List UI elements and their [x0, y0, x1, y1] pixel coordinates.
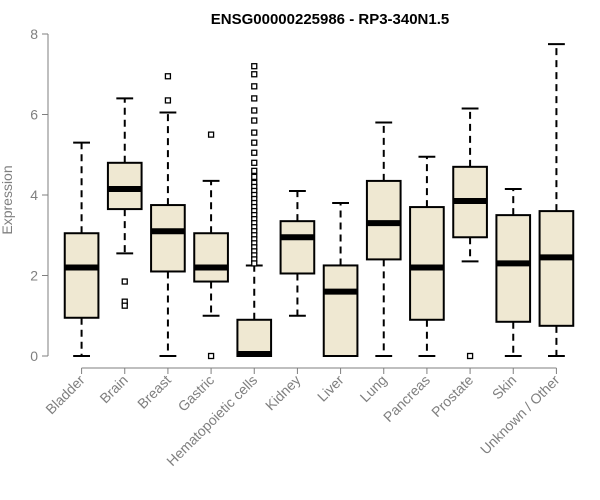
- y-tick-label: 4: [30, 187, 38, 203]
- outlier-point: [121, 302, 128, 309]
- x-tick-label: Gastric: [175, 372, 218, 415]
- box-prostate: [452, 107, 488, 360]
- box-gastric: [193, 131, 229, 360]
- outlier-point: [207, 352, 215, 360]
- box-bladder: [63, 141, 100, 357]
- outlier-point: [251, 129, 258, 136]
- x-tick-label: Kidney: [262, 372, 304, 414]
- outlier-point: [251, 63, 258, 70]
- x-tick-label: Bladder: [42, 372, 88, 418]
- iqr-box: [193, 232, 229, 283]
- outlier-point: [251, 95, 258, 102]
- y-axis-label: Expression: [0, 165, 15, 234]
- x-tick-label: Liver: [314, 372, 347, 405]
- box-pancreas: [409, 155, 445, 357]
- outlier-point: [251, 117, 258, 124]
- outlier-point: [251, 173, 258, 181]
- x-tick-label: Skin: [489, 372, 520, 403]
- outlier-point: [121, 278, 128, 285]
- x-tick-label: Unknown / Other: [477, 372, 563, 458]
- y-axis: 0 2 4 6 8: [30, 26, 49, 364]
- outlier-point: [164, 97, 172, 104]
- x-tick-label: Lung: [357, 372, 390, 405]
- x-tick-label: Brain: [96, 372, 130, 406]
- box-brain: [106, 97, 143, 309]
- y-tick-label: 8: [30, 26, 38, 42]
- outlier-point: [251, 83, 258, 90]
- y-tick-label: 2: [30, 268, 38, 284]
- x-tick-label: Breast: [134, 372, 174, 412]
- outlier-point: [207, 131, 215, 138]
- box-lung: [365, 121, 402, 357]
- outlier-point: [251, 167, 258, 175]
- outlier-point: [251, 107, 258, 114]
- y-tick-label: 6: [30, 107, 38, 123]
- box-series: [63, 43, 575, 360]
- box-breast: [150, 73, 186, 357]
- box-unknown-other: [538, 43, 575, 357]
- iqr-box: [409, 206, 445, 321]
- iqr-box: [279, 220, 316, 275]
- outlier-point: [251, 71, 258, 78]
- y-tick-label: 0: [30, 348, 38, 364]
- outlier-point: [251, 139, 258, 146]
- iqr-box: [63, 232, 100, 319]
- outlier-point: [251, 159, 258, 166]
- box-skin: [495, 187, 532, 357]
- box-hematopoietic-cells: [236, 63, 273, 357]
- iqr-box: [365, 179, 402, 261]
- iqr-box: [150, 204, 186, 273]
- outlier-point: [251, 149, 258, 156]
- iqr-box: [495, 214, 532, 323]
- iqr-box: [236, 318, 273, 357]
- x-tick-label: Prostate: [428, 372, 476, 420]
- box-kidney: [279, 189, 316, 317]
- iqr-box: [106, 161, 143, 211]
- iqr-box: [322, 264, 359, 357]
- outlier-point: [466, 352, 474, 360]
- box-liver: [322, 202, 359, 357]
- iqr-box: [538, 210, 575, 327]
- x-tick-label: Pancreas: [380, 372, 433, 425]
- outlier-point: [164, 73, 172, 80]
- outlier-point: [251, 260, 258, 267]
- chart-title: ENSG00000225986 - RP3-340N1.5: [211, 11, 450, 28]
